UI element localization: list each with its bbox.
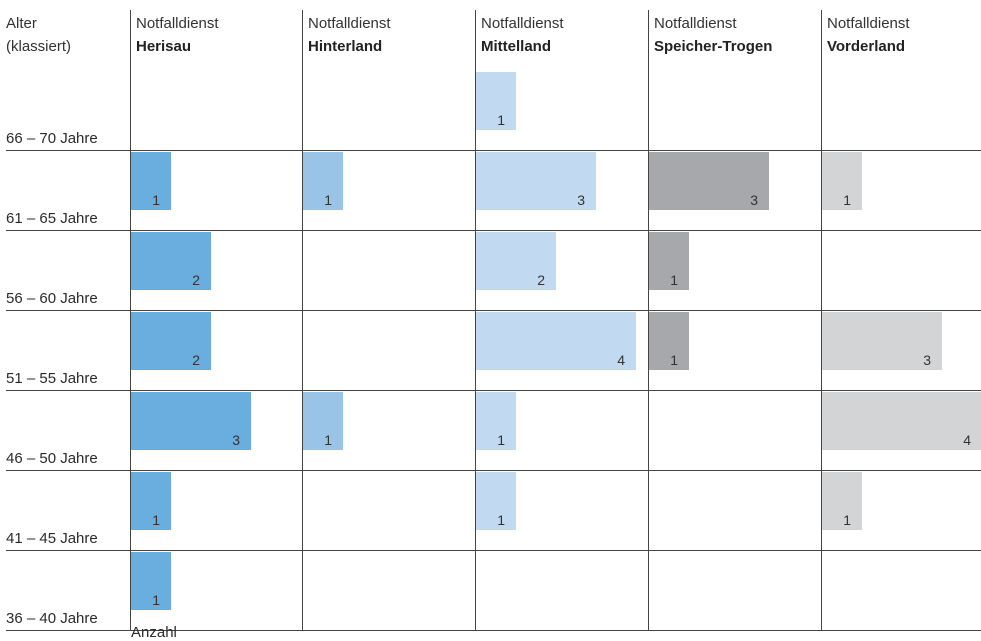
- row-label: 56 – 60 Jahre: [6, 290, 98, 307]
- value-label: 1: [152, 192, 160, 208]
- panel-header-name: Speicher-Trogen: [654, 38, 772, 55]
- value-label: 1: [670, 352, 678, 368]
- bar: [476, 472, 516, 530]
- bar: [476, 232, 556, 290]
- panel-header-prefix: Notfalldienst: [654, 15, 737, 32]
- row-label: 36 – 40 Jahre: [6, 610, 98, 627]
- row-label: 46 – 50 Jahre: [6, 450, 98, 467]
- panel-header-prefix: Notfalldienst: [481, 15, 564, 32]
- row-label: 51 – 55 Jahre: [6, 370, 98, 387]
- panel-header-prefix: Notfalldienst: [827, 15, 910, 32]
- panel-header-name: Vorderland: [827, 38, 905, 55]
- value-label: 2: [192, 352, 200, 368]
- value-label: 3: [232, 432, 240, 448]
- value-label: 1: [497, 512, 505, 528]
- row-label: 61 – 65 Jahre: [6, 210, 98, 227]
- value-label: 2: [192, 272, 200, 288]
- bar: [822, 152, 862, 210]
- bar: [649, 152, 769, 210]
- row-header-line1: Alter: [6, 15, 37, 32]
- value-label: 1: [497, 432, 505, 448]
- bar: [131, 232, 211, 290]
- bar-group: [131, 72, 981, 610]
- value-label: 1: [152, 592, 160, 608]
- x-axis-label: Anzahl: [131, 624, 177, 641]
- value-label: 3: [750, 192, 758, 208]
- bar: [131, 552, 171, 610]
- row-label: 66 – 70 Jahre: [6, 130, 98, 147]
- value-label: 4: [617, 352, 625, 368]
- value-label: 1: [152, 512, 160, 528]
- bar: [649, 312, 689, 370]
- bar: [131, 472, 171, 530]
- bar: [822, 472, 862, 530]
- bar: [822, 312, 942, 370]
- bar: [131, 312, 211, 370]
- bar: [476, 152, 596, 210]
- bar: [131, 392, 251, 450]
- value-label: 1: [670, 272, 678, 288]
- bar: [131, 152, 171, 210]
- value-label: 1: [324, 192, 332, 208]
- value-label: 2: [537, 272, 545, 288]
- value-label: 3: [923, 352, 931, 368]
- panel-header-prefix: Notfalldienst: [308, 15, 391, 32]
- value-label: 1: [843, 192, 851, 208]
- bar: [822, 392, 981, 450]
- panel-header-name: Herisau: [136, 38, 191, 55]
- bar: [649, 232, 689, 290]
- row-label: 41 – 45 Jahre: [6, 530, 98, 547]
- value-label: 1: [843, 512, 851, 528]
- row-header-line2: (klassiert): [6, 38, 71, 55]
- bar: [476, 392, 516, 450]
- bar: [476, 72, 516, 130]
- label-group: 66 – 70 Jahre 61 – 65 Jahre 56 – 60 Jahre 5…: [6, 15, 971, 627]
- panel-header-name: Hinterland: [308, 38, 382, 55]
- grid-lines: [6, 10, 981, 631]
- bar: [303, 152, 343, 210]
- bar: [303, 392, 343, 450]
- value-label: 3: [577, 192, 585, 208]
- panel-header-prefix: Notfalldienst: [136, 15, 219, 32]
- panel-header-name: Mittelland: [481, 38, 551, 55]
- value-label: 1: [497, 112, 505, 128]
- value-label: 4: [963, 432, 971, 448]
- bar: [476, 312, 636, 370]
- value-label: 1: [324, 432, 332, 448]
